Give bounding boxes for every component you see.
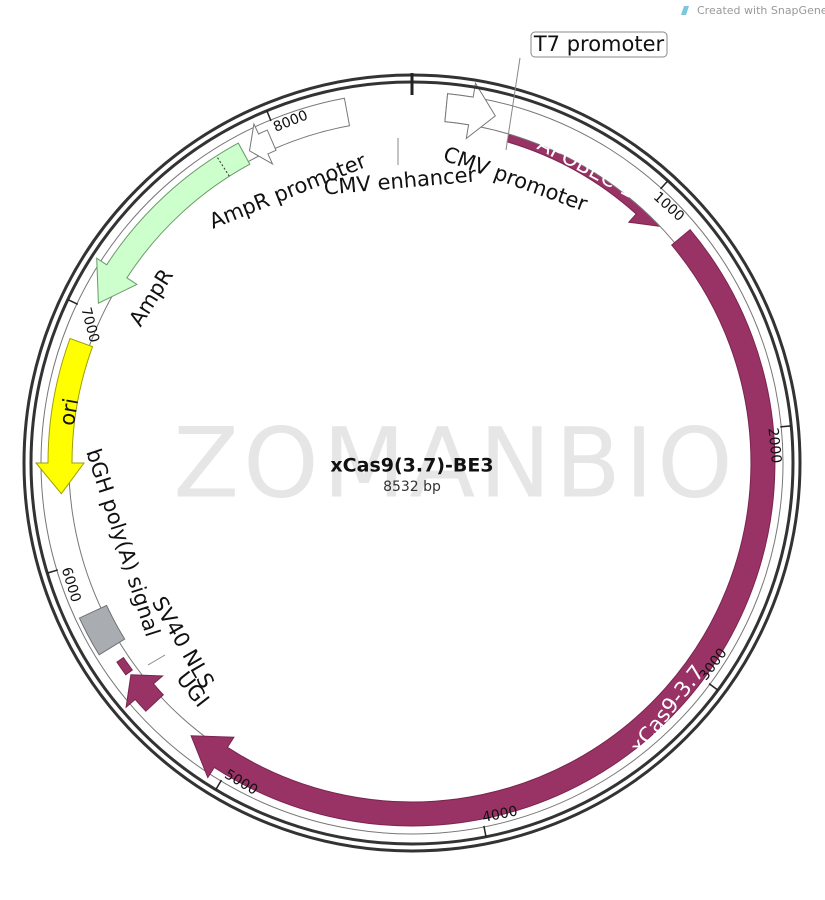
leader [505, 57, 521, 151]
label-box [530, 31, 668, 58]
tick-mark [780, 425, 792, 428]
feature-label: xCas9-3.7 [625, 661, 709, 759]
plasmid-name: xCas9(3.7)-BE3 [330, 455, 493, 477]
tick-mark [708, 683, 719, 691]
tick-mark [215, 779, 223, 790]
tick-label: 4000 [481, 803, 519, 826]
tick-mark [266, 110, 272, 122]
ampr [96, 142, 251, 304]
credit-text: Created with SnapGene® [697, 4, 825, 17]
sv40-nls [116, 656, 134, 676]
credit: Created with SnapGene® [681, 4, 825, 17]
cmv-promoter [444, 81, 496, 140]
plasmid-length: 8532 bp [383, 479, 441, 495]
ori [34, 337, 94, 495]
tick-mark [483, 825, 487, 837]
ampr-divider [216, 155, 230, 177]
bgh-polya [78, 604, 126, 656]
tick-label: 2000 [764, 427, 784, 464]
ugi [125, 674, 165, 712]
xcas9 [190, 228, 776, 827]
feature-label: AmpR [124, 265, 178, 331]
ampr-promoter [248, 122, 277, 166]
features [34, 81, 784, 835]
tick-mark [659, 180, 669, 190]
feature-label: ori [55, 396, 83, 427]
feature-label: T7 promoter [533, 32, 665, 56]
logo [681, 6, 689, 15]
leader [147, 654, 166, 666]
watermark: ZOMANBIO [173, 407, 736, 519]
tick-mark [67, 298, 79, 305]
tick-mark [47, 569, 59, 574]
